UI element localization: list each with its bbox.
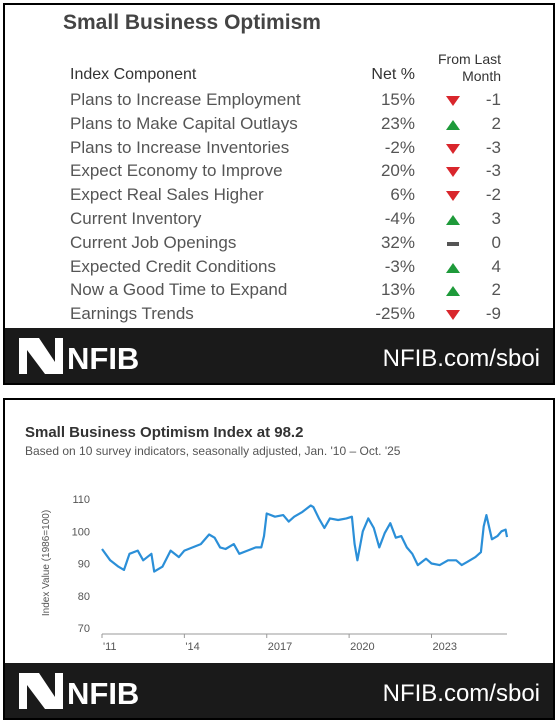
change-value: -3 — [485, 161, 501, 181]
footer — [5, 663, 553, 718]
down-arrow — [446, 143, 460, 154]
component: Expect Economy to Improve — [70, 161, 283, 181]
y-tick-label: 90 — [78, 559, 90, 571]
flat-dash — [447, 241, 459, 246]
chart-panel: Small Business Optimism Index at 98.2 Ba… — [3, 398, 555, 720]
net-value: -2% — [384, 137, 415, 157]
change-value: -9 — [485, 304, 501, 324]
change-value: 0 — [491, 232, 501, 252]
component: Current Inventory — [70, 209, 202, 228]
logo-mark — [19, 673, 63, 709]
footer: NFIB NFIB.com/sboi — [5, 328, 553, 383]
footer-url: NFIB.com/sboi — [383, 345, 540, 372]
table-panel: Small Business Optimism Index Component … — [3, 3, 555, 385]
x-tick-label: 2023 — [432, 641, 456, 653]
change-value: -3 — [485, 137, 501, 157]
net-value: -4% — [384, 209, 415, 228]
down-arrow — [446, 167, 460, 178]
net-value: 15% — [380, 90, 415, 109]
chart-subtitle: Based on 10 survey indicators, seasonall… — [25, 444, 401, 458]
table-row: Earnings Trends -25% -9 — [5, 302, 553, 326]
change-value: 2 — [491, 113, 501, 133]
component: Plans to Make Capital Outlays — [70, 113, 298, 133]
component: Plans to Increase Inventories — [70, 137, 290, 157]
net-value: -25% — [375, 304, 415, 324]
component: Earnings Trends — [70, 304, 194, 324]
down-arrow — [446, 96, 460, 106]
y-tick-label: 100 — [72, 526, 90, 538]
table-row: Expect Real Sales Higher 6% -2 — [5, 183, 553, 207]
logo-text: NFIB — [67, 341, 139, 376]
trend-icon — [446, 286, 460, 297]
table-title: Small Business Optimism — [63, 11, 321, 34]
down-arrow — [446, 191, 460, 202]
table-row: Current Inventory -4% 3 — [5, 207, 553, 231]
trend-icon — [446, 96, 460, 106]
trend-icon — [447, 241, 459, 246]
up-arrow — [446, 119, 460, 130]
y-tick-label: 70 — [78, 623, 90, 635]
series-line — [101, 504, 509, 573]
down-arrow — [446, 310, 460, 321]
chart-title: Small Business Optimism Index at 98.2 — [25, 424, 303, 441]
net-value: 20% — [380, 161, 415, 181]
net-value: 32% — [380, 232, 415, 252]
component: Expected Credit Conditions — [70, 256, 277, 276]
net-value: -3% — [384, 256, 415, 276]
table-row: Plans to Increase Employment 15% -1 — [5, 88, 553, 112]
change-value: -1 — [485, 90, 501, 109]
component: Expect Real Sales Higher — [70, 185, 264, 205]
table-row: Now a Good Time to Expand 13% 2 — [5, 278, 553, 302]
table-row: Expect Economy to Improve 20% -3 — [5, 159, 553, 183]
table-row: Current Job Openings 32% 0 — [5, 231, 553, 255]
net-value: 6% — [390, 185, 415, 205]
trend-icon — [446, 143, 460, 154]
change-value: -2 — [485, 185, 501, 205]
x-tick-label: '11 — [103, 641, 117, 653]
y-axis-label: Index Value (1986=100) — [41, 510, 52, 616]
table-row: Plans to Make Capital Outlays 23% 2 — [5, 112, 553, 136]
chart: Small Business Optimism Index at 98.2 Ba… — [5, 424, 553, 718]
trend-icon — [446, 310, 460, 321]
up-arrow — [446, 262, 460, 273]
trend-icon — [446, 191, 460, 202]
x-tick-label: 2020 — [350, 641, 374, 653]
x-tick-label: '14 — [185, 641, 199, 653]
table-row: Expected Credit Conditions -3% 4 — [5, 255, 553, 279]
component: Plans to Increase Employment — [70, 90, 301, 109]
trend-icon — [446, 167, 460, 178]
component: Now a Good Time to Expand — [70, 280, 288, 300]
y-tick-label: 110 — [72, 494, 90, 506]
trend-icon — [446, 262, 460, 273]
change-value: 3 — [491, 209, 501, 228]
x-tick-label: 2017 — [268, 641, 292, 653]
up-arrow — [446, 286, 460, 297]
header-component: Index Component — [70, 66, 197, 83]
net-value: 23% — [380, 113, 415, 133]
trend-icon — [446, 215, 460, 225]
header-net: Net % — [371, 66, 415, 83]
logo-text: NFIB — [67, 676, 139, 711]
net-value: 13% — [380, 280, 415, 300]
trend-icon — [446, 119, 460, 130]
footer-url: NFIB.com/sboi — [383, 680, 540, 707]
table-row: Plans to Increase Inventories -2% -3 — [5, 136, 553, 160]
y-tick-label: 80 — [78, 591, 90, 603]
change-value: 4 — [491, 256, 501, 276]
header-change: From Last Month — [437, 51, 501, 84]
logo-mark — [19, 338, 63, 374]
change-value: 2 — [491, 280, 501, 300]
up-arrow — [446, 215, 460, 225]
logo: NFIB NFIB.com/sboi — [19, 338, 540, 376]
component: Current Job Openings — [70, 232, 237, 252]
